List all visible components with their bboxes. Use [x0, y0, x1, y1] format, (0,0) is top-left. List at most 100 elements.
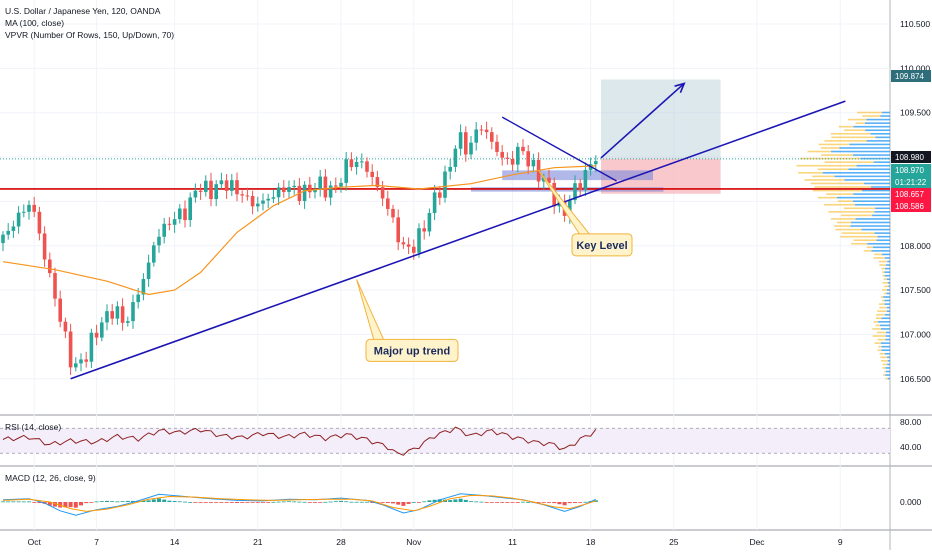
candle[interactable]	[68, 323, 73, 375]
candle[interactable]	[313, 183, 317, 199]
candle[interactable]	[209, 172, 213, 207]
candle[interactable]	[422, 220, 426, 240]
candle[interactable]	[417, 223, 421, 258]
candle[interactable]	[37, 206, 42, 241]
candle[interactable]	[354, 156, 359, 175]
ma-100-line[interactable]	[2, 165, 596, 296]
candle[interactable]	[152, 241, 156, 267]
callout-box[interactable]	[365, 338, 459, 362]
candle[interactable]	[490, 127, 494, 150]
callout-box[interactable]	[571, 233, 633, 257]
candle[interactable]	[188, 192, 192, 227]
candle[interactable]	[360, 153, 364, 169]
up-trendline[interactable]	[70, 100, 846, 380]
candle[interactable]	[74, 357, 78, 372]
candle[interactable]	[308, 176, 312, 199]
candle[interactable]	[178, 204, 182, 224]
candle[interactable]	[573, 175, 577, 205]
candle[interactable]	[193, 183, 198, 203]
target-zone[interactable]	[601, 79, 721, 159]
candle[interactable]	[302, 181, 307, 209]
candle[interactable]	[516, 142, 520, 173]
candle[interactable]	[1, 231, 5, 252]
key-level-zone[interactable]	[502, 170, 653, 181]
candle[interactable]	[32, 196, 36, 218]
candle[interactable]	[521, 139, 525, 156]
down-trendline[interactable]	[501, 116, 617, 182]
candle[interactable]	[183, 200, 187, 228]
candle[interactable]	[126, 316, 130, 327]
candle[interactable]	[204, 175, 208, 197]
candle[interactable]	[250, 190, 255, 215]
candle[interactable]	[583, 162, 588, 196]
candle[interactable]	[464, 126, 468, 162]
candle[interactable]	[474, 122, 478, 151]
candle[interactable]	[256, 196, 260, 212]
candle[interactable]	[318, 169, 322, 197]
candle[interactable]	[406, 237, 411, 255]
candle[interactable]	[172, 211, 177, 233]
candle[interactable]	[375, 170, 380, 192]
candle[interactable]	[427, 208, 432, 237]
candle[interactable]	[282, 179, 286, 198]
projection-arrow[interactable]	[600, 82, 685, 159]
candle[interactable]	[110, 303, 114, 325]
candle[interactable]	[214, 180, 218, 207]
candle[interactable]	[6, 223, 10, 240]
candle[interactable]	[505, 152, 510, 165]
candle[interactable]	[146, 254, 151, 287]
candle[interactable]	[141, 273, 146, 301]
candle[interactable]	[58, 290, 62, 328]
candle[interactable]	[531, 153, 536, 173]
candle[interactable]	[386, 190, 390, 216]
candle[interactable]	[479, 124, 484, 136]
macd-legend[interactable]: MACD (12, 26, close, 9)	[5, 473, 96, 483]
vpvr-legend[interactable]: VPVR (Number Of Rows, 150, Up/Down, 70)	[5, 30, 175, 40]
candle[interactable]	[396, 209, 400, 251]
ma-legend[interactable]: MA (100, close)	[5, 18, 65, 28]
candle[interactable]	[48, 252, 52, 278]
candle[interactable]	[448, 159, 452, 180]
candle[interactable]	[484, 121, 489, 139]
candle[interactable]	[105, 304, 109, 331]
candle[interactable]	[334, 177, 338, 193]
candle[interactable]	[100, 317, 104, 342]
candle[interactable]	[198, 183, 203, 200]
candle[interactable]	[458, 124, 463, 156]
candle[interactable]	[495, 134, 499, 157]
candle[interactable]	[230, 173, 234, 196]
candle[interactable]	[235, 172, 239, 202]
candle[interactable]	[245, 187, 250, 201]
candle[interactable]	[11, 220, 16, 238]
candle[interactable]	[370, 164, 374, 185]
candle[interactable]	[287, 180, 291, 199]
candle[interactable]	[339, 177, 343, 193]
candle[interactable]	[157, 228, 161, 253]
candle[interactable]	[401, 236, 406, 249]
candle[interactable]	[94, 324, 99, 346]
candle[interactable]	[115, 301, 120, 325]
candle[interactable]	[63, 317, 68, 339]
candle[interactable]	[224, 174, 229, 199]
candle[interactable]	[22, 204, 26, 218]
candle[interactable]	[578, 178, 582, 198]
candle[interactable]	[323, 169, 328, 202]
candle[interactable]	[42, 226, 47, 267]
candle[interactable]	[84, 351, 88, 368]
candle[interactable]	[292, 180, 296, 195]
candle[interactable]	[266, 193, 270, 208]
candle[interactable]	[271, 189, 276, 204]
candle[interactable]	[365, 157, 369, 178]
candle[interactable]	[443, 165, 447, 203]
candle[interactable]	[167, 217, 172, 231]
candle[interactable]	[510, 151, 515, 172]
candle[interactable]	[526, 144, 530, 175]
candle[interactable]	[219, 172, 224, 190]
candle[interactable]	[432, 184, 437, 221]
candle[interactable]	[16, 206, 21, 234]
candle[interactable]	[438, 185, 442, 205]
candle[interactable]	[89, 328, 94, 369]
candle[interactable]	[53, 267, 57, 307]
rsi-line[interactable]	[2, 426, 597, 456]
